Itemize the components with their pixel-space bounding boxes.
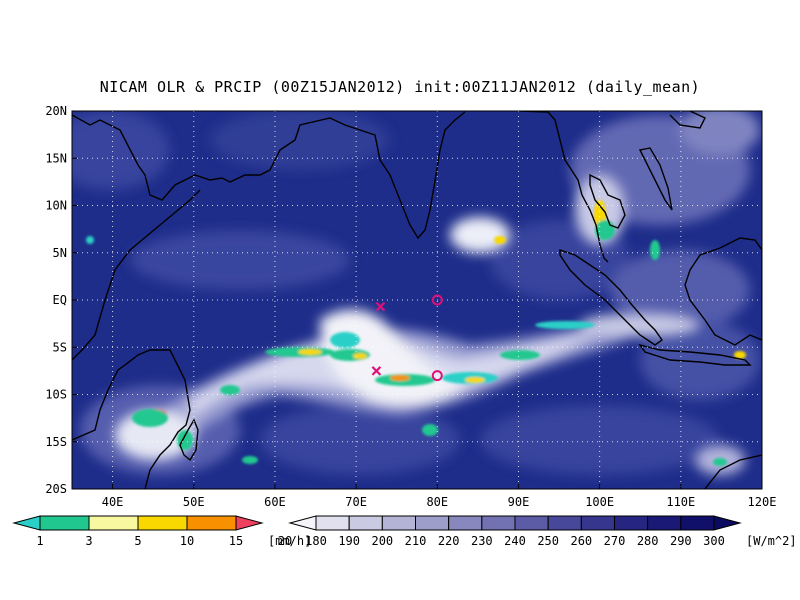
olr-swatch xyxy=(680,515,715,531)
precip-swatch xyxy=(39,515,90,531)
coastlines xyxy=(72,111,762,489)
olr-swatch xyxy=(415,515,450,531)
olr-unit: [W/m^2] xyxy=(746,534,797,548)
station-markers xyxy=(371,294,443,382)
lon-tick-label: 110E xyxy=(666,495,695,509)
lat-tick-label: 20N xyxy=(45,104,67,118)
map-axes: 40E 50E 60E 70E 80E 90E 100E 110E 120E 20N 15N 10N 5… xyxy=(45,104,776,509)
precip-label: 5 xyxy=(134,534,141,548)
lon-tick-label: 60E xyxy=(264,495,286,509)
lon-tick-label: 100E xyxy=(585,495,614,509)
precip-swatch xyxy=(137,515,188,531)
olr-swatch xyxy=(448,515,483,531)
olr-label: 190 xyxy=(338,534,360,548)
precip-label: 10 xyxy=(180,534,194,548)
olr-swatch-low xyxy=(288,515,317,531)
lat-tick-label: 15N xyxy=(45,151,67,165)
olr-swatch xyxy=(381,515,417,531)
olr-swatch xyxy=(514,515,549,531)
lat-tick-label: 5N xyxy=(53,246,67,260)
olr-label: 260 xyxy=(570,534,592,548)
lat-tick-label: 15S xyxy=(45,435,67,449)
precip-label: 1 xyxy=(36,534,43,548)
olr-swatch xyxy=(580,515,615,531)
olr-swatch xyxy=(481,515,516,531)
magenta-o-marker-north xyxy=(431,294,443,306)
lat-tick-label: 10N xyxy=(45,199,67,213)
lon-tick-label: 50E xyxy=(183,495,205,509)
olr-swatch xyxy=(614,515,649,531)
olr-label: 250 xyxy=(537,534,559,548)
lat-tick-label: 10S xyxy=(45,388,67,402)
olr-swatch xyxy=(547,515,582,531)
lon-tick-label: 120E xyxy=(748,495,777,509)
magenta-o-marker-south xyxy=(431,370,443,382)
lon-tick-label: 70E xyxy=(345,495,367,509)
magenta-x-marker-north xyxy=(375,301,386,312)
olr-label: 180 xyxy=(305,534,327,548)
lat-tick-label: 20S xyxy=(45,482,67,496)
map-title: NICAM OLR & PRCIP (00Z15JAN2012) init:00… xyxy=(99,78,701,96)
precip-swatch xyxy=(88,515,139,531)
olr-label: 200 xyxy=(371,534,393,548)
precip-label: 20 xyxy=(278,534,292,548)
olr-label: 280 xyxy=(637,534,659,548)
gridlines xyxy=(72,111,762,489)
olr-label: 210 xyxy=(405,534,427,548)
olr-swatch xyxy=(348,515,383,531)
precip-colorbar: 1 3 5 10 15 20[mm/h] xyxy=(12,515,311,548)
precip-label: 3 xyxy=(85,534,92,548)
olr-label: 230 xyxy=(471,534,493,548)
olr-label: 270 xyxy=(604,534,626,548)
olr-swatch-high xyxy=(713,515,742,531)
precip-patches xyxy=(86,200,746,466)
olr-label: 290 xyxy=(670,534,692,548)
olr-swatch xyxy=(315,515,350,531)
precip-unit: [mm/h] xyxy=(268,534,311,548)
olr-swatch xyxy=(647,515,682,531)
precip-swatch xyxy=(186,515,237,531)
olr-label: 300 xyxy=(703,534,725,548)
precip-label: 15 xyxy=(229,534,243,548)
lon-tick-label: 80E xyxy=(426,495,448,509)
olr-colorbar: 180 190 200 210 220 230 240 250 260 270 280 290 300 [… xyxy=(288,515,797,548)
lat-tick-label: EQ xyxy=(53,293,67,307)
olr-label: 220 xyxy=(438,534,460,548)
lat-tick-label: 5S xyxy=(53,340,67,354)
lon-tick-label: 90E xyxy=(508,495,530,509)
precip-swatch-low xyxy=(12,515,41,531)
lon-tick-label: 40E xyxy=(102,495,124,509)
magenta-x-marker-south xyxy=(371,366,382,376)
map-plot-area xyxy=(72,111,762,489)
precip-swatch-high xyxy=(235,515,264,531)
olr-label: 240 xyxy=(504,534,526,548)
